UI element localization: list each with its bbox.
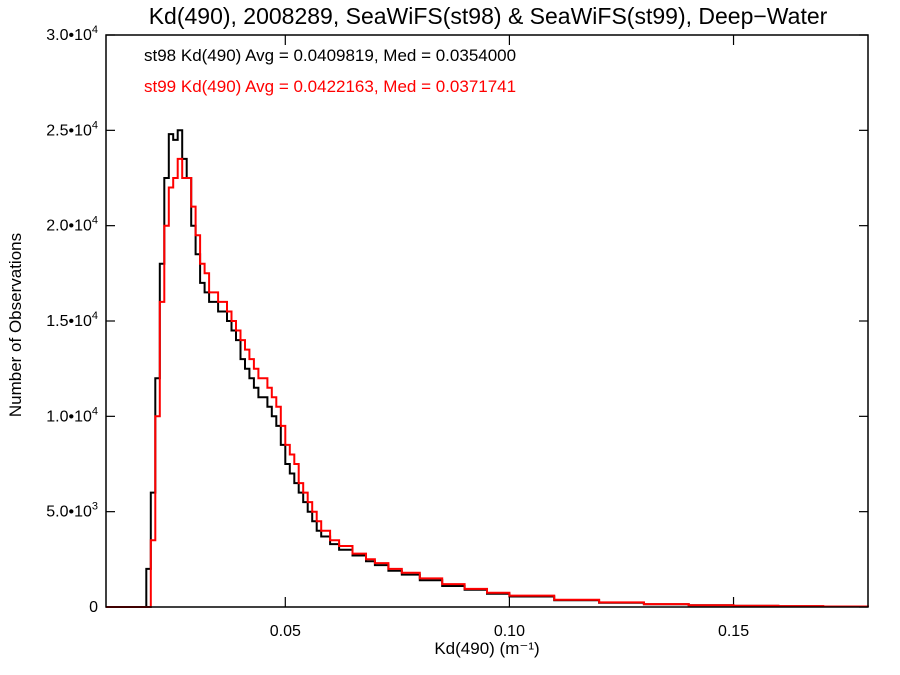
y-tick-label: 3.0•104 (46, 24, 98, 44)
st99-stats-annotation: st99 Kd(490) Avg = 0.0422163, Med = 0.03… (144, 77, 516, 96)
y-tick-label: 5.0•103 (46, 501, 98, 521)
y-tick-label: 2.0•104 (46, 215, 98, 235)
y-tick-label: 1.0•104 (46, 405, 98, 425)
y-tick-label: 2.5•104 (46, 119, 98, 139)
y-axis-ticks: 0 5.0•103 1.0•104 1.5•104 2.0•104 2.5•104 3.0•… (46, 24, 868, 616)
series-layer (106, 129, 869, 608)
x-axis-ticks: 0.05 0.10 0.15 (270, 35, 749, 640)
st98-stats-annotation: st98 Kd(490) Avg = 0.0409819, Med = 0.03… (144, 46, 516, 65)
chart-title: Kd(490), 2008289, SeaWiFS(st98) & SeaWiF… (149, 3, 828, 29)
y-tick-label: 0 (89, 599, 98, 616)
plot-frame (105, 34, 869, 608)
x-axis-label: Kd(490) (m⁻¹) (434, 639, 539, 658)
series-st99-line (106, 157, 869, 608)
y-tick-label: 1.5•104 (46, 310, 98, 330)
x-tick-label: 0.10 (494, 623, 525, 640)
x-tick-label: 0.05 (270, 623, 301, 640)
series-st98-line (106, 129, 869, 608)
x-tick-label: 0.15 (718, 623, 749, 640)
y-axis-label: Number of Observations (6, 233, 25, 417)
